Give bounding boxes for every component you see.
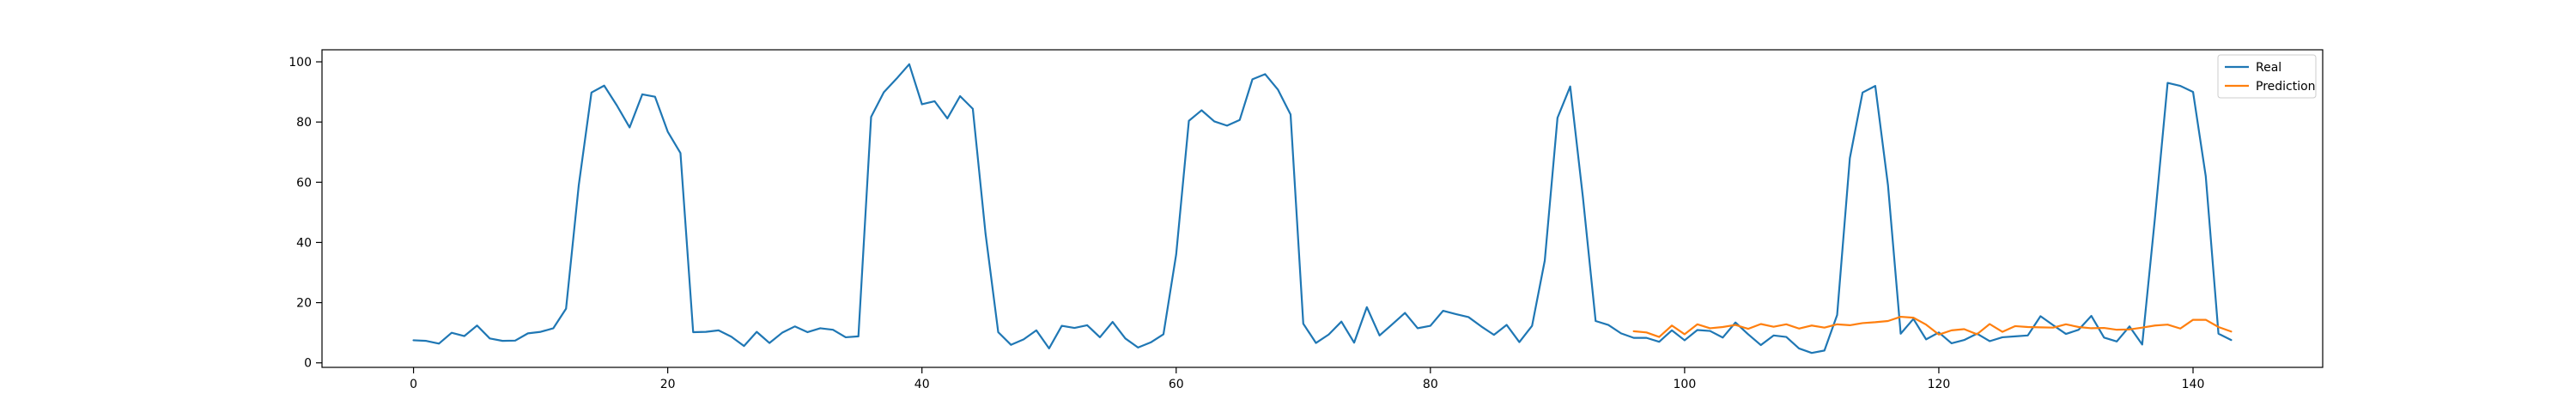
x-tick-label: 100 xyxy=(1674,378,1697,391)
y-tick-label: 40 xyxy=(296,236,312,250)
series-line-prediction xyxy=(1632,315,2233,338)
y-tick-label: 80 xyxy=(296,116,312,130)
plot-frame xyxy=(321,49,2324,368)
y-tick-label: 20 xyxy=(296,297,312,311)
series-line-real xyxy=(412,63,2233,354)
legend-label-prediction: Prediction xyxy=(2256,80,2316,94)
x-tick-label: 0 xyxy=(410,378,417,391)
y-tick-label: 100 xyxy=(289,56,312,70)
x-tick-label: 120 xyxy=(1928,378,1951,391)
x-tick-label: 40 xyxy=(914,378,930,391)
axis-ticks: 0 20 40 60 80 100 120 140 0 20 40 60 80 100 xyxy=(289,56,2204,391)
x-tick-label: 140 xyxy=(2182,378,2205,391)
x-tick-label: 60 xyxy=(1169,378,1184,391)
legend-box xyxy=(2217,54,2317,99)
x-tick-label: 80 xyxy=(1423,378,1438,391)
series-lines xyxy=(412,63,2233,354)
y-tick-label: 0 xyxy=(304,357,312,371)
x-tick-label: 20 xyxy=(660,378,676,391)
y-tick-label: 60 xyxy=(296,176,312,190)
axes xyxy=(321,49,2324,368)
legend-label-real: Real xyxy=(2256,61,2281,75)
legend: Real Prediction xyxy=(2217,54,2317,99)
